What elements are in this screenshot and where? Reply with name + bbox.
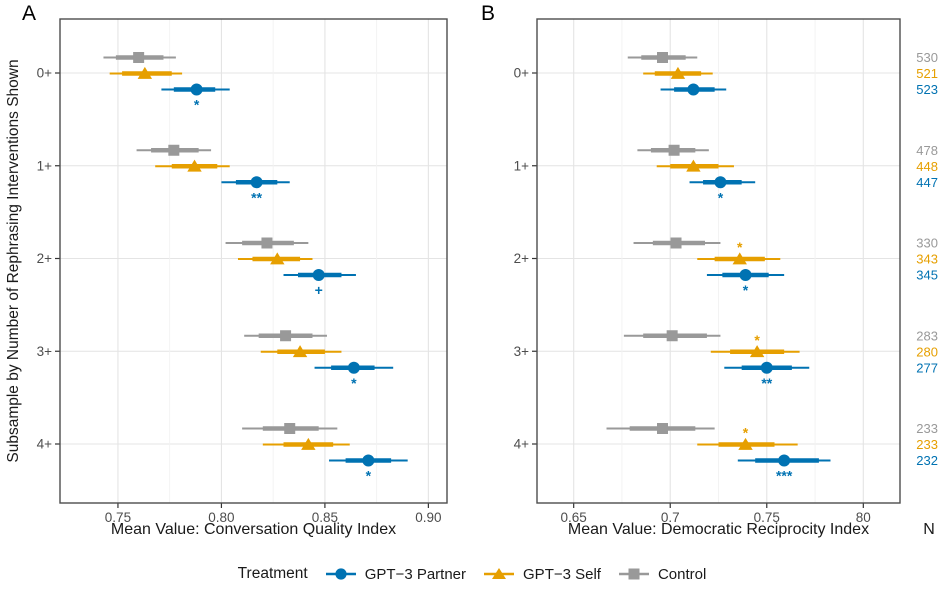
n-value-partner: 277 (916, 360, 938, 375)
point-square-control (670, 237, 682, 249)
point-triangle-self (732, 252, 747, 265)
significance-marker: + (315, 282, 323, 298)
x-tick-label: 0.65 (561, 510, 587, 525)
n-value-self: 521 (916, 66, 938, 81)
n-value-control: 233 (916, 421, 938, 436)
x-tick-label: 0.85 (312, 510, 338, 525)
significance-marker: * (351, 375, 357, 391)
point-triangle-self (670, 66, 686, 79)
significance-marker: ** (761, 375, 772, 391)
n-value-control: 330 (916, 236, 938, 251)
point-circle-partner (760, 361, 773, 374)
point-circle-partner (687, 83, 700, 96)
n-value-self: 233 (916, 437, 938, 452)
circle-marker-icon (325, 568, 356, 580)
point-square-control (261, 237, 273, 249)
legend-title: Treatment (237, 565, 308, 582)
x-tick-label: 0.7 (661, 510, 680, 525)
legend-label-control: Control (657, 565, 707, 583)
point-square-control (657, 423, 669, 434)
x-tick-label: 0.80 (208, 510, 234, 525)
significance-marker: * (743, 425, 749, 441)
significance-marker: *** (776, 468, 793, 484)
y-tick-label: 4+ (514, 437, 530, 452)
x-tick-label: 0.75 (754, 510, 780, 525)
point-circle-partner (347, 361, 360, 374)
x-axis-title-b: Mean Value: Democratic Reciprocity Index (567, 521, 870, 538)
legend-item-control: Control (617, 566, 706, 583)
legend-label-gpt3-self: GPT−3 Self (523, 565, 601, 583)
point-triangle-self (137, 66, 153, 79)
triangle-marker-icon (484, 568, 515, 579)
point-triangle-self (738, 437, 753, 450)
n-value-partner: 447 (916, 175, 938, 190)
y-tick-label: 1+ (37, 158, 53, 173)
y-tick-label: 4+ (37, 437, 53, 452)
point-square-control (280, 330, 292, 342)
y-tick-label: 2+ (514, 251, 530, 266)
point-circle-partner (739, 269, 752, 281)
n-value-control: 478 (916, 143, 938, 158)
legend: Treatment GPT−3 Partner GPT−3 Self Contr… (0, 560, 944, 588)
square-marker-icon (618, 568, 649, 580)
panel-border-a (59, 18, 448, 504)
point-square-control (168, 144, 180, 156)
significance-marker: * (718, 189, 724, 205)
x-tick-label: 80 (856, 510, 871, 525)
n-value-control: 283 (916, 328, 938, 343)
legend-item-gpt3-self: GPT−3 Self (482, 566, 601, 583)
point-triangle-self (187, 159, 202, 172)
significance-marker: * (743, 282, 749, 298)
y-tick-label: 1+ (514, 158, 530, 173)
legend-item-gpt3-partner: GPT−3 Partner (324, 566, 466, 583)
panel-a-tag: A (22, 2, 37, 25)
n-value-self: 280 (916, 344, 938, 359)
y-tick-label: 3+ (514, 344, 530, 359)
point-square-control (666, 330, 678, 342)
point-triangle-self (749, 345, 765, 358)
point-circle-partner (714, 176, 727, 189)
n-value-self: 448 (916, 159, 938, 174)
legend-label-gpt3-partner: GPT−3 Partner (364, 565, 467, 583)
point-triangle-self (292, 345, 308, 358)
significance-marker: ** (251, 189, 262, 205)
point-square-control (133, 52, 145, 63)
point-square-control (668, 144, 680, 156)
point-circle-partner (190, 83, 203, 96)
point-square-control (284, 423, 296, 434)
n-value-self: 343 (916, 252, 938, 267)
y-tick-label: 0+ (37, 66, 53, 81)
x-tick-label: 0.75 (105, 510, 131, 525)
x-axis-title-a: Mean Value: Conversation Quality Index (110, 521, 397, 538)
point-circle-partner (778, 454, 791, 467)
point-circle-partner (362, 454, 375, 467)
n-value-partner: 523 (916, 82, 938, 97)
panel-b-tag: B (481, 2, 496, 25)
n-value-control: 530 (916, 50, 938, 65)
n-value-partner: 232 (916, 453, 938, 468)
y-tick-label: 3+ (37, 344, 53, 359)
point-triangle-self (301, 437, 316, 450)
significance-marker: * (366, 468, 372, 484)
significance-marker: * (754, 332, 760, 348)
point-circle-partner (250, 176, 263, 189)
significance-marker: * (737, 239, 743, 255)
point-triangle-self (270, 252, 285, 265)
panel-border-b (536, 18, 901, 504)
n-value-partner: 345 (916, 268, 938, 283)
x-tick-label: 0.90 (415, 510, 441, 525)
significance-marker: * (194, 97, 200, 113)
point-square-control (657, 52, 669, 63)
n-column-header: N (923, 521, 935, 538)
y-tick-label: 2+ (37, 251, 53, 266)
point-triangle-self (686, 159, 701, 172)
point-circle-partner (312, 269, 325, 281)
y-tick-label: 0+ (514, 66, 530, 81)
